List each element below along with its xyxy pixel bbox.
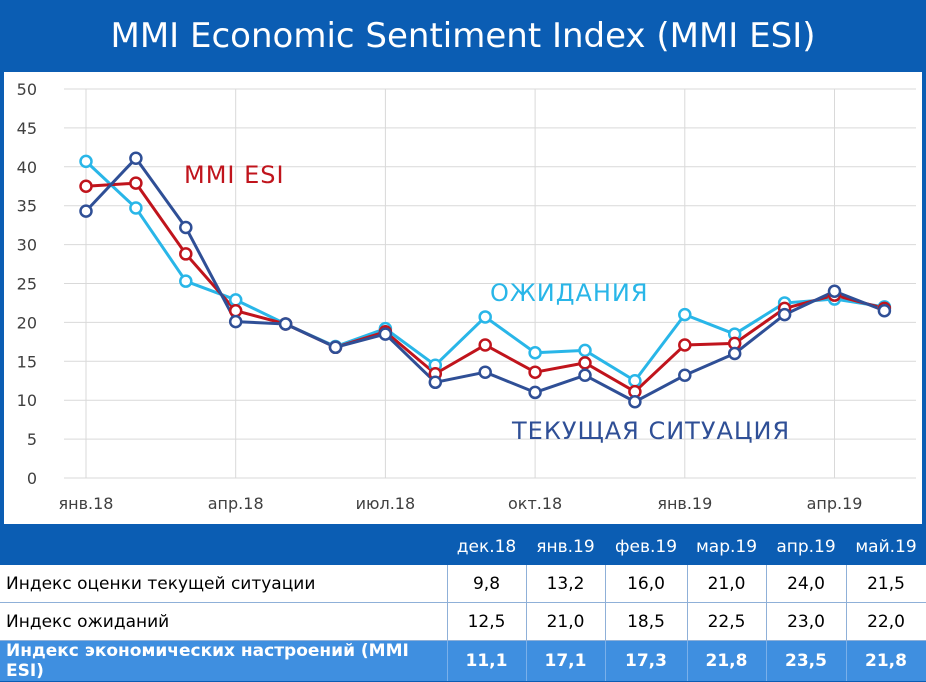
column-header: мар.19: [687, 528, 766, 565]
y-tick-label: 20: [17, 313, 37, 332]
y-tick-label: 25: [17, 275, 37, 294]
esi-data-point: [79, 179, 93, 193]
table-row: Индекс ожиданий 12,5 21,0 18,5 22,5 23,0…: [0, 602, 926, 641]
current-series-line: [84, 156, 885, 404]
expectations-data-point: [228, 293, 243, 307]
y-axis-ticks: 0 5 10 15 20 25 30 35 40 45 50: [17, 80, 37, 488]
expectations-series-label: ОЖИДАНИЯ: [490, 279, 649, 307]
current-data-point: [528, 385, 542, 400]
column-header: апр.19: [766, 528, 846, 565]
table-header-row: дек.18 янв.19 фев.19 мар.19 апр.19 май.1…: [0, 528, 926, 565]
esi-data-point: [129, 176, 143, 190]
expectations-data-point: [628, 374, 642, 388]
expectations-data-point: [478, 310, 492, 324]
current-data-point: [378, 327, 393, 341]
table-cell: 9,8: [447, 565, 527, 603]
current-data-point: [877, 303, 892, 318]
table-cell: 18,5: [605, 602, 688, 641]
y-tick-label: 30: [17, 236, 37, 255]
current-data-point: [678, 368, 692, 383]
current-data-point: [79, 204, 93, 218]
table-cell: 21,8: [846, 640, 926, 681]
table-cell: 23,5: [766, 640, 847, 681]
current-data-point: [478, 365, 492, 379]
y-tick-label: 45: [17, 119, 37, 138]
esi-data-point: [528, 365, 542, 379]
chart-panel: 0 5 10 15 20 25 30 35 40 45 50 янв.18 апр.18 июл.18 о…: [4, 72, 922, 524]
line-chart: 0 5 10 15 20 25 30 35 40 45 50 янв.18 апр.18 июл.18 о…: [17, 80, 916, 513]
table-corner: [0, 528, 447, 565]
esi-data-point: [179, 247, 193, 261]
current-data-point: [278, 317, 293, 331]
esi-series-label: MMI ESI: [184, 161, 285, 189]
table-cell: 23,0: [766, 602, 847, 641]
current-data-point: [777, 307, 792, 322]
column-header: май.19: [846, 528, 926, 565]
x-tick-label: июл.18: [356, 494, 416, 513]
expectations-data-point: [79, 154, 93, 169]
current-data-point: [827, 284, 842, 299]
y-tick-label: 0: [27, 469, 37, 488]
table-cell: 13,2: [526, 565, 606, 603]
y-tick-label: 15: [17, 352, 37, 371]
table-cell: 21,5: [846, 565, 926, 603]
x-tick-label: апр.19: [807, 494, 863, 513]
esi-data-point: [478, 338, 492, 352]
series-lines: [79, 151, 892, 409]
table-cell: 21,0: [687, 565, 767, 603]
row-label: Индекс экономических настроений (MMI ESI…: [0, 640, 448, 681]
expectations-data-point: [528, 345, 542, 360]
x-tick-label: окт.18: [508, 494, 562, 513]
table-cell: 17,1: [526, 640, 606, 681]
y-tick-label: 35: [17, 197, 37, 216]
current-data-point: [628, 395, 642, 409]
row-label: Индекс оценки текущей ситуации: [0, 565, 448, 603]
table-cell: 12,5: [447, 602, 527, 641]
column-header: янв.19: [526, 528, 605, 565]
table-cell: 11,1: [447, 640, 527, 681]
current-data-point: [179, 220, 193, 235]
x-tick-label: апр.18: [208, 494, 264, 513]
table-cell: 21,0: [526, 602, 606, 641]
y-tick-label: 5: [27, 430, 37, 449]
table-cell: 21,8: [687, 640, 767, 681]
esi-data-point: [678, 338, 692, 352]
current-series-label: ТЕКУЩАЯ СИТУАЦИЯ: [511, 417, 790, 445]
column-header: фев.19: [605, 528, 687, 565]
row-label: Индекс ожиданий: [0, 602, 448, 641]
y-tick-label: 10: [17, 391, 37, 410]
table-row: Индекс оценки текущей ситуации 9,8 13,2 …: [0, 565, 926, 603]
y-tick-label: 40: [17, 158, 37, 177]
x-tick-label: янв.18: [59, 494, 114, 513]
table-row-highlight: Индекс экономических настроений (MMI ESI…: [0, 640, 926, 681]
table-cell: 17,3: [605, 640, 688, 681]
expectations-data-point: [129, 201, 143, 215]
esi-data-point: [578, 356, 592, 370]
page-title: MMI Economic Sentiment Index (MMI ESI): [0, 0, 926, 72]
current-data-point: [228, 314, 243, 329]
x-axis-ticks: янв.18 апр.18 июл.18 окт.18 янв.19 апр.19: [59, 494, 863, 513]
y-tick-label: 50: [17, 80, 37, 99]
table-cell: 16,0: [605, 565, 688, 603]
expectations-data-point: [179, 274, 193, 288]
column-header: дек.18: [447, 528, 526, 565]
expectations-data-point: [678, 307, 692, 322]
current-data-point: [428, 375, 443, 390]
current-data-point: [578, 368, 592, 383]
current-data-point: [727, 346, 742, 361]
current-data-point: [129, 151, 143, 165]
table-cell: 22,0: [846, 602, 926, 641]
x-tick-label: янв.19: [657, 494, 712, 513]
table-cell: 24,0: [766, 565, 847, 603]
expectations-data-point: [578, 343, 592, 358]
current-data-point: [328, 340, 343, 355]
esi-data-point: [228, 303, 243, 318]
table-cell: 22,5: [687, 602, 767, 641]
data-table: дек.18 янв.19 фев.19 мар.19 апр.19 май.1…: [0, 528, 926, 681]
grid-lines: [64, 88, 916, 479]
